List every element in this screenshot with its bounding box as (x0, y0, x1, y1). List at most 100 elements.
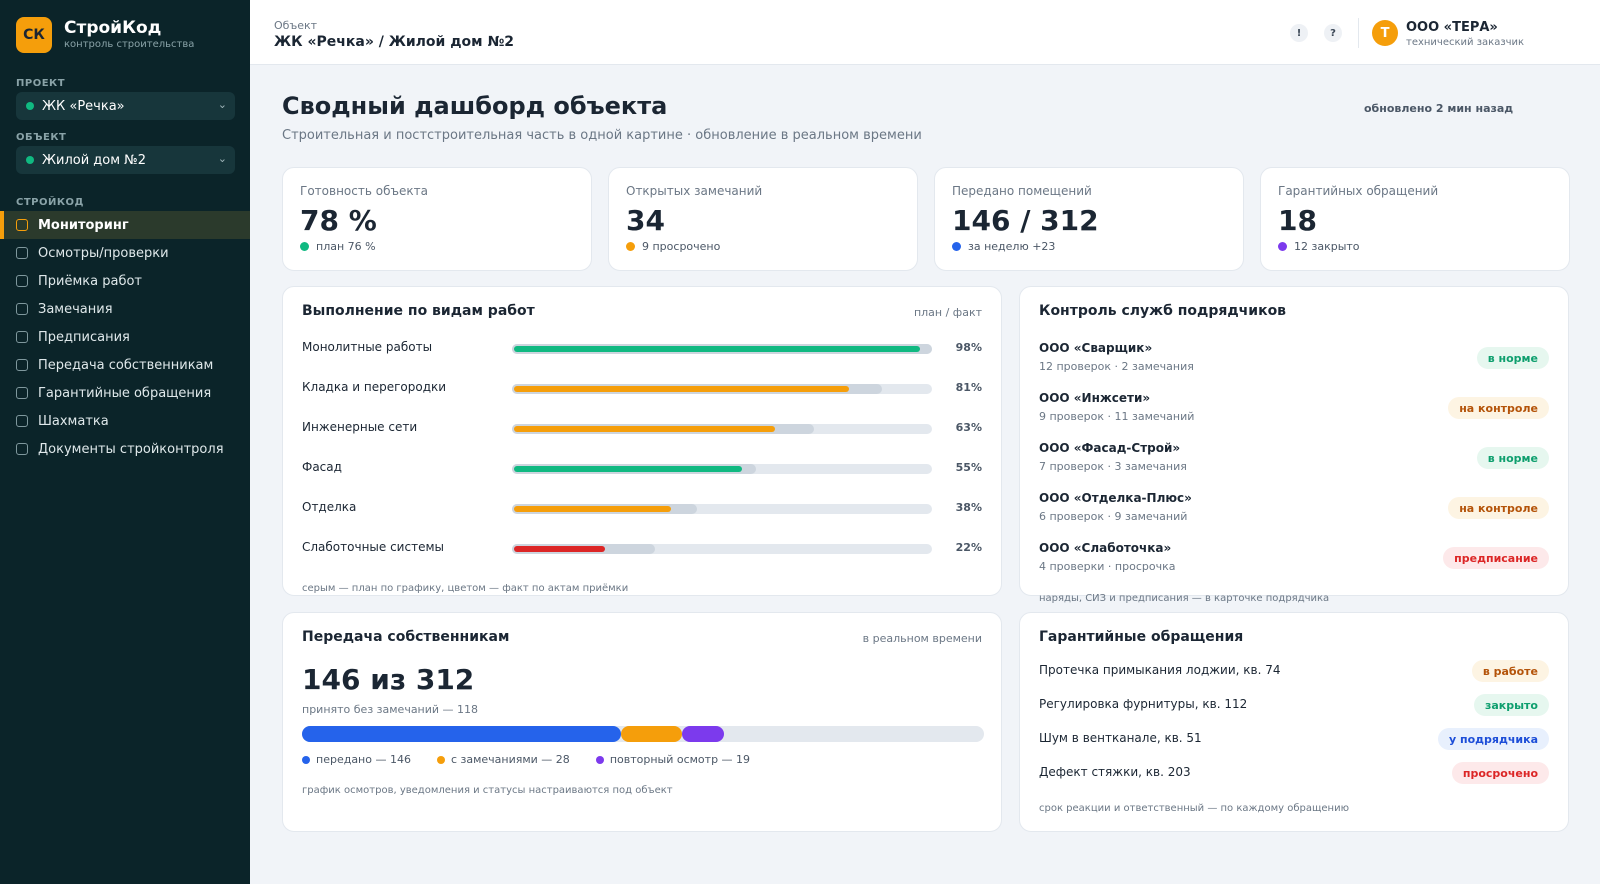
work-name: Монолитные работы (302, 340, 433, 354)
status-badge: на контроле (1448, 397, 1549, 419)
sidebar-item[interactable]: Замечания (0, 295, 250, 323)
work-row[interactable]: Отделка 38% (302, 498, 982, 518)
contractor-name: ООО «Сварщик» (1039, 341, 1153, 355)
work-percent: 98% (955, 341, 982, 354)
handover-legend: передано — 146 с замечаниями — 28 повторны… (302, 753, 776, 766)
work-name: Инженерные сети (302, 420, 418, 434)
warranty-row[interactable]: Протечка примыкания лоджии, кв. 74 в рабо… (1039, 659, 1549, 683)
contractor-stats: 7 проверок · 3 замечания (1039, 460, 1187, 473)
sidebar-item-label: Мониторинг (38, 217, 129, 233)
sidebar-item-label: Замечания (38, 301, 113, 317)
sidebar-nav: Мониторинг Осмотры/проверки Приёмка работ З… (0, 211, 250, 463)
kpi-dot-icon (1278, 242, 1287, 251)
object-select[interactable]: Жилой дом №2 ⌄ (16, 146, 235, 174)
chevron-down-icon: ⌄ (217, 152, 227, 165)
checkbox-icon (16, 443, 28, 455)
contractor-name: ООО «Фасад-Строй» (1039, 441, 1181, 455)
contractor-name: ООО «Инжсети» (1039, 391, 1151, 405)
work-fact-bar (514, 386, 850, 392)
user-name[interactable]: ООО «ТЕРА» (1406, 20, 1498, 35)
kpi-card[interactable]: Открытых замечаний 34 9 просрочено (608, 167, 918, 271)
checkbox-icon (16, 415, 28, 427)
contractor-stats: 6 проверок · 9 замечаний (1039, 510, 1188, 523)
work-row[interactable]: Фасад 55% (302, 458, 982, 478)
kpi-card[interactable]: Передано помещений 146 / 312 за неделю +23 (934, 167, 1244, 271)
work-row[interactable]: Инженерные сети 63% (302, 418, 982, 438)
sidebar-item-label: Предписания (38, 329, 130, 345)
work-name: Отделка (302, 500, 357, 514)
contractors-title: Контроль служб подрядчиков (1039, 303, 1287, 319)
warranty-row[interactable]: Шум в вентканале, кв. 51 у подрядчика (1039, 727, 1549, 751)
project-select[interactable]: ЖК «Речка» ⌄ (16, 92, 235, 120)
contractors-card: Контроль служб подрядчиков ООО «Сварщик»… (1019, 286, 1569, 604)
chevron-down-icon: ⌄ (217, 98, 227, 111)
user-role: технический заказчик (1406, 37, 1525, 48)
sidebar-item[interactable]: Документы стройконтроля (0, 435, 250, 463)
work-row[interactable]: Слаботочные системы 22% (302, 538, 982, 558)
sidebar-item-label: Приёмка работ (38, 273, 142, 289)
checkbox-icon (16, 219, 28, 231)
handover-footnote: график осмотров, уведомления и статусы н… (302, 785, 673, 796)
status-badge: в норме (1476, 447, 1549, 469)
sidebar-item[interactable]: Гарантийные обращения (0, 379, 250, 407)
warranty-text: Регулировка фурнитуры, кв. 112 (1039, 697, 1248, 711)
handover-meta: в реальном времени (862, 632, 982, 645)
work-name: Кладка и перегородки (302, 380, 447, 394)
handover-card: Передача собственникам в реальном времен… (282, 612, 1002, 832)
contractor-row[interactable]: ООО «Сварщик» 12 проверок · 2 замечания в … (1039, 341, 1549, 377)
kpi-note: за неделю +23 (952, 240, 1055, 253)
brand[interactable]: СК СтройКод контроль строительства (16, 17, 194, 53)
checkbox-icon (16, 387, 28, 399)
sidebar-item[interactable]: Осмотры/проверки (0, 239, 250, 267)
status-badge: просрочено (1451, 762, 1549, 784)
sidebar-item[interactable]: Предписания (0, 323, 250, 351)
legend-label: с замечаниями — 28 (450, 753, 570, 766)
contractor-row[interactable]: ООО «Фасад-Строй» 7 проверок · 3 замечани… (1039, 441, 1549, 477)
warranty-title: Гарантийные обращения (1039, 629, 1244, 645)
sidebar-item[interactable]: Мониторинг (0, 211, 250, 239)
sidebar-item[interactable]: Приёмка работ (0, 267, 250, 295)
works-title: Выполнение по видам работ (302, 303, 535, 319)
handover-accepted: принято без замечаний — 118 (302, 703, 479, 716)
legend-dot-icon (595, 755, 604, 764)
kpi-note-text: план 76 % (316, 240, 376, 253)
work-percent: 81% (955, 381, 982, 394)
warranty-row[interactable]: Дефект стяжки, кв. 203 просрочено (1039, 761, 1549, 785)
handover-title: Передача собственникам (302, 629, 510, 645)
updated-status: обновлено 2 мин назад (1364, 102, 1514, 115)
contractor-stats: 4 проверки · просрочка (1039, 560, 1176, 573)
warranty-row[interactable]: Регулировка фурнитуры, кв. 112 закрыто (1039, 693, 1549, 717)
contractor-name: ООО «Отделка-Плюс» (1039, 491, 1192, 505)
kpi-card[interactable]: Готовность объекта 78 % план 76 % (282, 167, 592, 271)
kpi-value: 146 / 312 (952, 204, 1099, 237)
status-badge: закрыто (1473, 694, 1549, 716)
handover-segment (621, 726, 683, 742)
sidebar-item[interactable]: Передача собственникам (0, 351, 250, 379)
contractor-row[interactable]: ООО «Инжсети» 9 проверок · 11 замечаний на… (1039, 391, 1549, 427)
sidebar-item-label: Гарантийные обращения (38, 385, 212, 401)
help-icon[interactable]: ? (1324, 24, 1342, 42)
sidebar-item[interactable]: Шахматка (0, 407, 250, 435)
contractor-row[interactable]: ООО «Слаботочка» 4 проверки · просрочка пр… (1039, 541, 1549, 577)
kpi-card[interactable]: Гарантийных обращений 18 12 закрыто (1260, 167, 1570, 271)
work-track (512, 544, 932, 554)
avatar[interactable]: Т (1372, 20, 1398, 46)
work-fact-bar (514, 346, 920, 352)
app-logo: СК (16, 17, 52, 53)
work-fact-bar (514, 506, 672, 512)
kpi-dot-icon (300, 242, 309, 251)
sidebar-item-label: Передача собственникам (38, 357, 214, 373)
legend-label: повторный осмотр — 19 (609, 753, 751, 766)
work-row[interactable]: Монолитные работы 98% (302, 338, 982, 358)
app-subtitle: контроль строительства (64, 39, 195, 50)
work-name: Фасад (302, 460, 342, 474)
contractor-row[interactable]: ООО «Отделка-Плюс» 6 проверок · 9 замечан… (1039, 491, 1549, 527)
work-row[interactable]: Кладка и перегородки 81% (302, 378, 982, 398)
kpi-note-text: за неделю +23 (968, 240, 1056, 253)
work-name: Слаботочные системы (302, 540, 444, 554)
breadcrumb: ЖК «Речка» / Жилой дом №2 (274, 34, 515, 50)
status-dot-icon (26, 156, 34, 164)
app-name: СтройКод (64, 18, 162, 38)
works-card: Выполнение по видам работ план / факт Мо… (282, 286, 1002, 596)
alert-icon[interactable]: ! (1290, 24, 1308, 42)
